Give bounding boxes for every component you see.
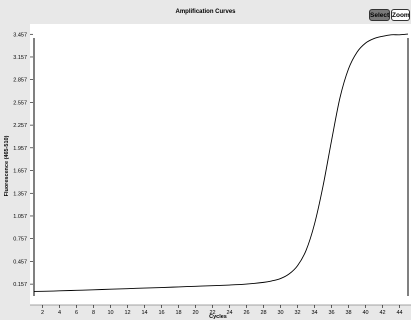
y-tick-label: 1.957 xyxy=(13,146,27,152)
select-button[interactable]: Select xyxy=(369,9,390,21)
y-tick-label: 3.457 xyxy=(13,32,27,38)
x-tick-label: 10 xyxy=(107,310,113,316)
x-tick-label: 30 xyxy=(277,310,283,316)
zoom-button[interactable]: Zoom xyxy=(391,9,410,21)
y-tick-label: 2.557 xyxy=(13,100,27,106)
x-tick-label: 42 xyxy=(379,310,385,316)
y-tick-label: 0.457 xyxy=(13,259,27,265)
y-tick-label: 0.757 xyxy=(13,237,27,243)
x-tick-label: 14 xyxy=(141,310,147,316)
x-tick-label: 40 xyxy=(362,310,368,316)
y-tick-label: 0.157 xyxy=(13,282,27,288)
x-tick-label: 20 xyxy=(192,310,198,316)
x-tick-label: 18 xyxy=(175,310,181,316)
y-tick-label: 1.357 xyxy=(13,191,27,197)
x-tick-label: 4 xyxy=(58,310,61,316)
x-tick-label: 28 xyxy=(260,310,266,316)
x-tick-label: 34 xyxy=(311,310,317,316)
plot-area xyxy=(30,24,411,305)
x-axis-label: Cycles xyxy=(209,314,227,320)
x-tick-label: 26 xyxy=(243,310,249,316)
x-tick-label: 24 xyxy=(226,310,232,316)
x-tick-label: 22 xyxy=(209,310,215,316)
x-tick-label: 16 xyxy=(158,310,164,316)
x-tick-label: 36 xyxy=(328,310,334,316)
amplification-curve-line xyxy=(33,33,409,292)
x-tick-label: 6 xyxy=(75,310,78,316)
y-tick-label: 2.257 xyxy=(13,123,27,129)
y-tick-label: 2.857 xyxy=(13,78,27,84)
y-tick-label: 1.057 xyxy=(13,214,27,220)
x-tick-label: 44 xyxy=(396,310,402,316)
x-tick-label: 38 xyxy=(345,310,351,316)
x-tick-label: 12 xyxy=(124,310,130,316)
x-tick-label: 2 xyxy=(41,310,44,316)
x-tick-label: 32 xyxy=(294,310,300,316)
y-tick-label: 3.157 xyxy=(13,55,27,61)
chart-title: Amplification Curves xyxy=(175,9,236,15)
y-tick-label: 1.657 xyxy=(13,169,27,175)
x-tick-label: 8 xyxy=(92,310,95,316)
